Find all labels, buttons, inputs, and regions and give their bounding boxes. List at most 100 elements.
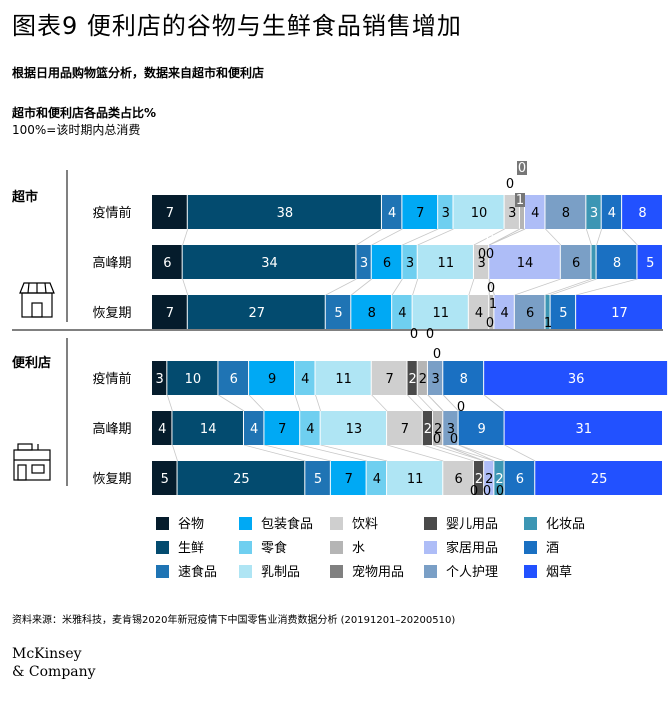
bar-segment <box>484 361 668 395</box>
legend-label: 酒 <box>546 541 559 556</box>
data-label: 10 <box>471 206 488 221</box>
supermarket-icon <box>19 282 55 318</box>
data-label: 8 <box>638 206 646 221</box>
legend-swatch <box>156 541 169 554</box>
connector-line <box>468 278 475 296</box>
connector-line <box>576 278 638 296</box>
data-label: 4 <box>373 472 381 487</box>
data-label: 4 <box>500 306 508 321</box>
bar-segment <box>473 245 489 279</box>
bar-segment <box>182 245 356 279</box>
logo-line-2: & Company <box>12 664 96 680</box>
data-label: 17 <box>611 306 628 321</box>
data-label: 6 <box>516 472 524 487</box>
data-label: 31 <box>576 422 593 437</box>
data-label: 7 <box>278 422 286 437</box>
data-label: 0 <box>457 400 465 415</box>
connector-line <box>458 444 495 462</box>
connector-line <box>407 394 424 412</box>
connector-line <box>325 278 357 296</box>
data-label: 0 <box>486 316 494 331</box>
connector-line <box>243 444 306 462</box>
bar-segment <box>381 195 402 229</box>
bar-segment <box>519 195 525 229</box>
data-label: 6 <box>572 256 580 271</box>
data-label: 4 <box>158 422 166 437</box>
connector-line <box>458 444 505 462</box>
connector-line <box>182 278 189 296</box>
bar-segment <box>504 411 662 445</box>
data-label: 6 <box>454 472 462 487</box>
data-label: 1 <box>544 316 552 331</box>
period-label: 高峰期 <box>92 421 131 437</box>
bar-segment <box>591 245 596 279</box>
bar-segment <box>320 411 387 445</box>
data-label: 4 <box>608 206 616 221</box>
label-box <box>517 161 527 175</box>
data-label: 11 <box>438 256 455 271</box>
connector-line <box>371 394 388 412</box>
legend-label: 水 <box>352 541 365 556</box>
connector-line <box>473 228 505 246</box>
data-label: 36 <box>568 372 585 387</box>
bar-segment <box>402 195 438 229</box>
legend-label: 宠物用品 <box>352 564 404 580</box>
data-label: 34 <box>261 256 278 271</box>
data-label: 10 <box>185 372 202 387</box>
connector-line <box>315 394 322 412</box>
bar-segment <box>622 195 662 229</box>
bar-segment <box>172 411 243 445</box>
data-label: 7 <box>401 422 409 437</box>
data-label: 0 <box>433 347 441 362</box>
chart-title: 超市和便利店各品类占比% <box>12 106 157 120</box>
bar-segment <box>601 195 622 229</box>
data-label: 0 <box>518 161 526 176</box>
page-title: 图表9 便利店的谷物与生鲜食品销售增加 <box>12 12 462 40</box>
legend-label: 烟草 <box>546 565 572 580</box>
connector-line <box>182 228 189 246</box>
data-label: 0 <box>478 247 486 262</box>
data-label: 7 <box>385 372 393 387</box>
bar-segment <box>152 361 167 395</box>
legend-swatch <box>524 541 537 554</box>
connector-line <box>172 444 178 462</box>
connector-line <box>585 228 592 246</box>
connector-line <box>483 394 505 412</box>
connector-line <box>264 444 331 462</box>
data-label: 5 <box>161 472 169 487</box>
bar-segment <box>560 245 591 279</box>
bar-segment <box>550 295 576 329</box>
legend-swatch <box>239 517 252 530</box>
data-label: 3 <box>508 206 516 221</box>
bar-segment <box>177 461 305 495</box>
data-label: 7 <box>345 472 353 487</box>
data-label: 2 <box>475 472 483 487</box>
connector-line <box>320 444 388 462</box>
data-label: 5 <box>314 472 322 487</box>
data-label: 5 <box>559 306 567 321</box>
group-label-supermarket: 超市 <box>12 189 38 205</box>
legend-swatch <box>330 565 343 578</box>
data-label: 2 <box>495 472 503 487</box>
data-label: 2 <box>419 372 427 387</box>
bar-segment <box>484 461 494 495</box>
data-label: 8 <box>460 372 468 387</box>
connector-line <box>443 444 495 462</box>
connector-line <box>417 394 434 412</box>
data-label: 0 <box>483 484 491 499</box>
bar-segment <box>187 195 381 229</box>
chart-subtitle: 100%=该时期内总消费 <box>12 123 141 137</box>
bar-segment <box>443 411 458 445</box>
legend-swatch <box>424 565 437 578</box>
bar-segment <box>187 295 325 329</box>
connector-line <box>514 278 561 296</box>
source-note: 资料来源：米雅科技，麦肯锡2020年新冠疫情下中国零售业消费数据分析 (2019… <box>12 615 456 626</box>
data-label: 0 <box>496 484 504 499</box>
bar-segment <box>371 361 407 395</box>
legend-swatch <box>330 517 343 530</box>
bar-segment <box>468 295 489 329</box>
connector-line <box>248 394 265 412</box>
data-label: 5 <box>334 306 342 321</box>
connector-line <box>166 394 173 412</box>
bar-segment <box>295 361 315 395</box>
